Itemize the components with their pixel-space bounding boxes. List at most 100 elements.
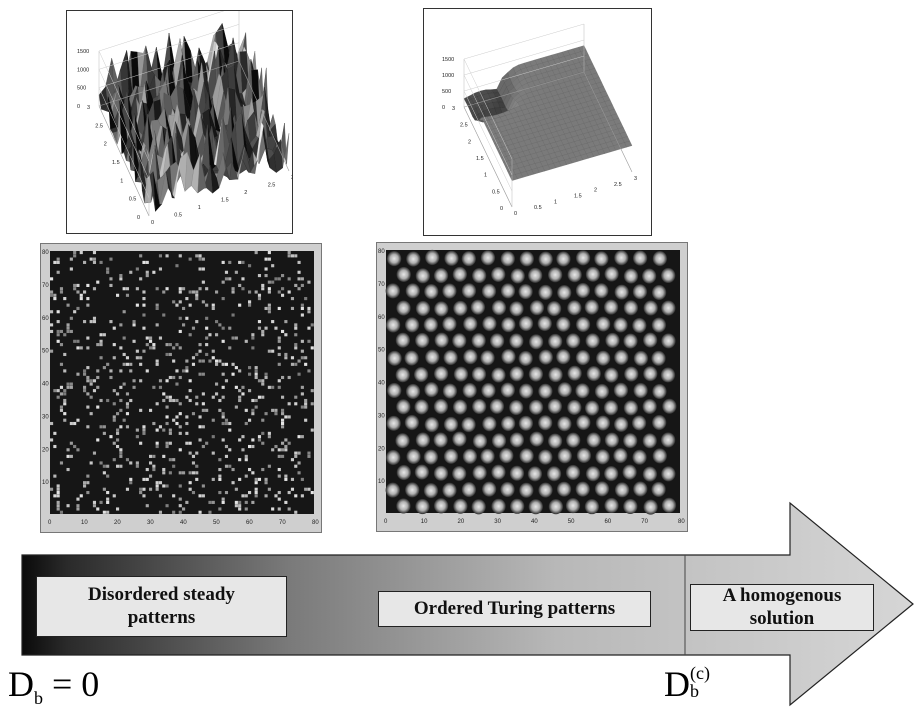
y-tick-label: 0 [137,215,140,221]
pattern-plot-area [50,251,314,514]
y-tick-label: 60 [42,316,49,322]
y-tick-label: 1.5 [476,156,484,162]
y-tick-label: 2.5 [460,123,468,129]
surface-box [98,5,290,217]
db-zero-base: D [8,664,34,704]
y-tick-label: 70 [378,282,385,288]
x-tick-label: 30 [494,519,501,525]
pattern-tick-labels: 80 70 60 50 40 30 20 10 0 10 20 30 40 50 60 70 80 [42,250,319,526]
y-tick-label: 40 [378,381,385,387]
x-tick-label: 0.5 [534,205,542,211]
x-tick-label: 20 [114,520,121,526]
x-tick-label: 3 [634,176,637,182]
db-critical-label: D (c) b [664,663,710,706]
y-tick-label: 50 [378,348,385,354]
pattern-map-ordered: 80 70 60 50 40 30 20 10 0 10 20 30 40 50 60 70 80 [376,242,688,532]
x-tick-label: 3 [291,175,292,181]
z-tick-label: 1500 [442,57,454,63]
y-tick-label: 70 [42,283,49,289]
x-tick-label: 1 [554,199,557,205]
z-tick-label: 0 [77,104,80,110]
y-tick-label: 1.5 [112,160,120,166]
label-homogenous-line1: A homogenous [722,584,842,606]
label-disordered-line2: patterns [127,606,196,628]
z-tick-label: 1000 [442,73,454,79]
y-tick-label: 30 [378,413,385,419]
label-homogenous-solution: A homogenous solution [690,584,874,631]
y-tick-label: 50 [42,349,49,355]
x-tick-label: 1.5 [221,198,229,204]
pattern-map-disordered: 80 70 60 50 40 30 20 10 0 10 20 30 40 50 60 70 80 [40,243,322,533]
z-tick-label: 500 [442,89,451,95]
x-tick-label: 80 [678,519,685,525]
label-disordered-patterns: Disordered steady patterns [36,576,287,637]
surface-plot-ordered: 1500 1000 500 0 3 2.5 2 1.5 1 0.5 0 0 0.5 1 1.5 2 2.5 3 [423,8,652,236]
db-critical-superscript: (c) [690,662,710,683]
y-tick-label: 3 [87,105,90,111]
pattern-map-ordered-canvas: 80 70 60 50 40 30 20 10 0 10 20 30 40 50 60 70 80 [378,249,685,525]
x-tick-label: 60 [246,520,253,526]
label-disordered-line1: Disordered steady [88,583,235,605]
x-tick-label: 40 [180,520,187,526]
z-tick-label: 500 [77,86,86,92]
z-tick-label: 0 [442,105,445,111]
y-tick-label: 10 [378,479,385,485]
y-tick-label: 0.5 [129,197,137,203]
z-tick-label: 1000 [77,67,89,73]
x-tick-label: 10 [421,519,428,525]
x-tick-label: 40 [531,519,538,525]
x-tick-label: 70 [641,519,648,525]
y-tick-label: 2 [104,142,107,148]
pattern-tick-labels: 80 70 60 50 40 30 20 10 0 10 20 30 40 50 60 70 80 [378,249,685,525]
db-zero-label: Db = 0 [8,663,99,709]
surface-mesh [463,45,633,181]
y-tick-label: 80 [378,249,385,255]
x-tick-label: 80 [312,520,319,526]
label-ordered-turing: Ordered Turing patterns [378,591,651,627]
surface-plot-disordered: 1500 1000 500 0 3 2.5 2 1.5 1 0.5 0 0 0.5 1 1.5 2 2.5 3 [66,5,294,234]
y-tick-label: 2.5 [95,123,103,129]
x-tick-label: 60 [605,519,612,525]
x-tick-label: 1.5 [574,194,582,200]
z-tick-label: 1500 [77,49,89,55]
pattern-cells [385,249,677,515]
db-zero-equals: = 0 [52,664,100,704]
x-tick-label: 2.5 [268,183,276,189]
y-tick-label: 3 [452,106,455,112]
x-tick-label: 0 [384,519,388,525]
label-ordered-text: Ordered Turing patterns [413,597,616,619]
x-tick-label: 50 [213,520,220,526]
x-tick-label: 2 [594,188,597,194]
db-critical-subscript: b [690,680,699,701]
y-tick-label: 0 [500,206,503,212]
y-tick-label: 40 [42,382,49,388]
y-tick-label: 60 [378,315,385,321]
db-zero-subscript: b [34,688,43,709]
x-tick-label: 30 [147,520,154,526]
x-tick-label: 20 [458,519,465,525]
x-tick-label: 0 [514,211,517,217]
pattern-map-disordered-canvas: 80 70 60 50 40 30 20 10 0 10 20 30 40 50 60 70 80 [42,250,319,526]
x-tick-label: 2 [244,190,247,196]
y-tick-label: 1 [120,178,123,184]
label-homogenous-line2: solution [749,607,815,629]
y-tick-label: 20 [42,447,49,453]
surface-mesh [98,22,290,212]
y-tick-label: 20 [378,446,385,452]
x-tick-label: 70 [279,520,286,526]
y-tick-label: 10 [42,480,49,486]
y-tick-label: 80 [42,250,49,256]
y-tick-label: 2 [468,139,471,145]
x-tick-label: 1 [198,205,201,211]
surface-box [463,23,633,208]
x-tick-label: 10 [81,520,88,526]
y-tick-label: 0.5 [492,189,500,195]
x-tick-label: 0 [48,520,52,526]
x-tick-label: 0.5 [174,213,182,219]
surface-plot-ordered-canvas: 1500 1000 500 0 3 2.5 2 1.5 1 0.5 0 0 0.5 1 1.5 2 2.5 3 [442,23,637,217]
pattern-cells [50,251,314,514]
surface-tick-labels: 1500 1000 500 0 3 2.5 2 1.5 1 0.5 0 0 0.5 1 1.5 2 2.5 3 [442,57,637,217]
y-tick-label: 1 [484,173,487,179]
db-critical-base: D [664,664,690,704]
x-tick-label: 50 [568,519,575,525]
